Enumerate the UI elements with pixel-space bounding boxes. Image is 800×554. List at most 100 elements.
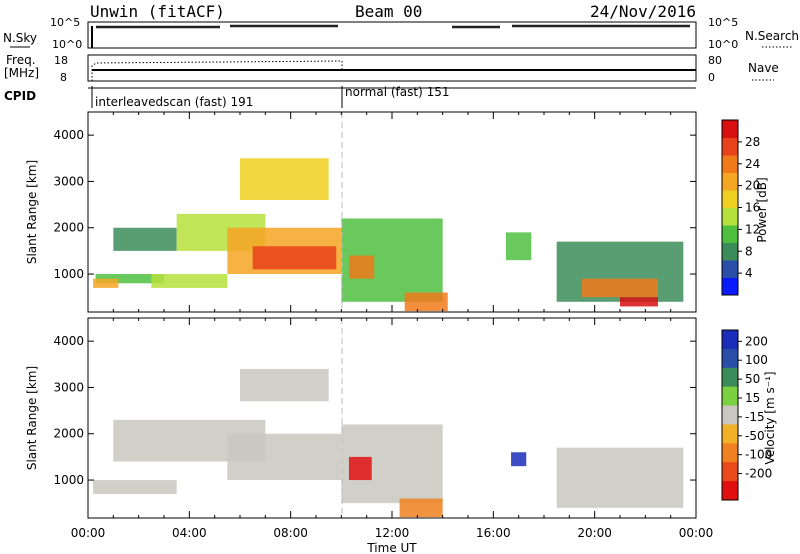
nsky-trace — [96, 24, 690, 29]
y-tick-label: 2000 — [53, 221, 84, 235]
velocity-colorbar-swatch — [722, 462, 738, 482]
heatmap-region-8 — [556, 447, 684, 508]
velocity-y-label: Slant Range [km] — [25, 366, 39, 470]
heatmap-region-9 — [348, 255, 375, 279]
velocity-colorbar-tick-label: -15 — [745, 410, 765, 424]
freq-label-line1: Freq. — [6, 53, 36, 67]
power-colorbar-tick-label: 4 — [745, 266, 753, 280]
power-colorbar-swatch — [722, 260, 738, 278]
freq-frame — [87, 54, 697, 82]
cpid-segment-1: interleavedscan (fast) 191 — [95, 95, 253, 109]
x-tick-label: 16:00 — [476, 526, 511, 540]
heatmap-region-7 — [511, 452, 527, 467]
heatmap-region-6 — [399, 498, 443, 518]
power-colorbar-swatch — [722, 190, 738, 208]
velocity-y-axis: 1000 2000 3000 4000 — [53, 334, 696, 487]
power-colorbar-swatch — [722, 172, 738, 191]
y-tick-label: 4000 — [53, 128, 84, 142]
nave-tick-bottom: 0 — [708, 71, 715, 84]
cpid-segment-2: normal (fast) 151 — [345, 85, 449, 99]
nsky-frame — [87, 21, 697, 49]
velocity-colorbar-label: Velocity [m s⁻¹] — [763, 371, 777, 464]
velocity-colorbar-tick-label: 100 — [745, 353, 768, 367]
heatmap-region-0 — [95, 274, 164, 284]
heatmap-region-2 — [227, 433, 342, 481]
power-colorbar-swatches — [722, 120, 738, 296]
velocity-colorbar-swatch — [722, 443, 738, 463]
x-tick-label: 20:00 — [577, 526, 612, 540]
velocity-colorbar-tick-label: 15 — [745, 391, 760, 405]
heatmap-region-3 — [151, 274, 228, 288]
velocity-colorbar-swatch — [722, 348, 738, 369]
power-colorbar-ticks: 4 8 12 16 20 24 28 — [738, 135, 760, 280]
nsky-label: N.Sky — [3, 31, 37, 45]
heatmap-region-11 — [506, 232, 532, 261]
velocity-colorbar-swatch — [722, 386, 738, 407]
power-colorbar-tick-label: 12 — [745, 222, 760, 236]
power-colorbar-swatch — [722, 207, 738, 226]
freq-tick-top: 18 — [54, 54, 68, 67]
power-colorbar-tick-label: 8 — [745, 244, 753, 258]
nave-trace — [91, 60, 343, 81]
nsearch-tick-top: 10^5 — [708, 16, 738, 29]
nave-label: Nave — [748, 61, 779, 75]
heatmap-region-13 — [582, 278, 658, 298]
heatmap-region-10 — [404, 292, 448, 312]
power-colorbar-label: Power [dB] — [755, 177, 769, 242]
y-tick-label: 2000 — [53, 427, 84, 441]
velocity-colorbar-swatches — [722, 330, 738, 501]
y-tick-label: 1000 — [53, 473, 84, 487]
velocity-colorbar-ticks: 200 100 50 15 -15 -50 -100 -200 — [738, 334, 772, 481]
y-tick-label: 1000 — [53, 267, 84, 281]
y-tick-label: 3000 — [53, 174, 84, 188]
heatmap-region-0 — [93, 480, 177, 494]
velocity-panel: 1000 2000 3000 4000 Slant Range [km] — [25, 317, 697, 519]
velocity-colorbar-swatch — [722, 481, 738, 501]
power-y-label: Slant Range [km] — [25, 160, 39, 264]
power-colorbar-tick-label: 20 — [745, 179, 760, 193]
station-title: Unwin (fitACF) — [90, 2, 225, 21]
velocity-colorbar-tick-label: -100 — [745, 448, 772, 462]
heatmap-region-1 — [93, 278, 119, 288]
velocity-colorbar-tick-label: -200 — [745, 467, 772, 481]
cpid-label: CPID — [4, 89, 36, 103]
velocity-colorbar-tick-label: 50 — [745, 372, 760, 386]
heatmap-region-5 — [348, 456, 372, 481]
x-tick-label: 00:00 — [679, 526, 714, 540]
time-axis-labels: 00:00 04:00 08:00 12:00 16:00 20:00 00:00 — [71, 526, 714, 540]
velocity-colorbar-swatch — [722, 405, 738, 425]
power-x-axis — [87, 112, 697, 312]
velocity-colorbar-frame — [721, 329, 739, 501]
nsky-tick-top: 10^5 — [50, 16, 80, 29]
velocity-colorbar-tick-label: 200 — [745, 334, 768, 348]
power-colorbar-swatch — [722, 225, 738, 243]
date-title: 24/Nov/2016 — [590, 2, 696, 21]
heatmap-region-2 — [113, 227, 177, 251]
power-colorbar-tick-label: 24 — [745, 157, 760, 171]
velocity-x-axis — [87, 318, 697, 518]
power-y-axis: 1000 2000 3000 4000 — [53, 128, 696, 281]
nave-tick-top: 80 — [708, 54, 722, 67]
heatmap-region-7 — [240, 158, 329, 200]
x-tick-label: 08:00 — [273, 526, 308, 540]
y-tick-label: 3000 — [53, 380, 84, 394]
x-axis-label: Time UT — [366, 541, 417, 554]
nsearch-label: N.Search — [745, 29, 799, 43]
velocity-colorbar-tick-label: -50 — [745, 429, 765, 443]
freq-tick-bottom: 8 — [60, 71, 67, 84]
cpid-strip: CPID interleavedscan (fast) 191 normal (… — [4, 85, 696, 109]
power-colorbar-tick-label: 28 — [745, 135, 760, 149]
velocity-colorbar-swatch — [722, 330, 738, 350]
y-tick-label: 4000 — [53, 334, 84, 348]
nsearch-tick-bottom: 10^0 — [708, 38, 738, 51]
nsky-tick-bottom: 10^0 — [52, 38, 82, 51]
velocity-colorbar-swatch — [722, 367, 738, 388]
x-tick-label: 04:00 — [172, 526, 207, 540]
heatmap-region-6 — [252, 246, 337, 270]
power-colorbar-swatch — [722, 277, 738, 296]
power-heatmap — [93, 158, 684, 312]
power-colorbar-swatch — [722, 120, 738, 138]
power-colorbar-swatch — [722, 155, 738, 173]
heatmap-region-14 — [620, 297, 658, 307]
